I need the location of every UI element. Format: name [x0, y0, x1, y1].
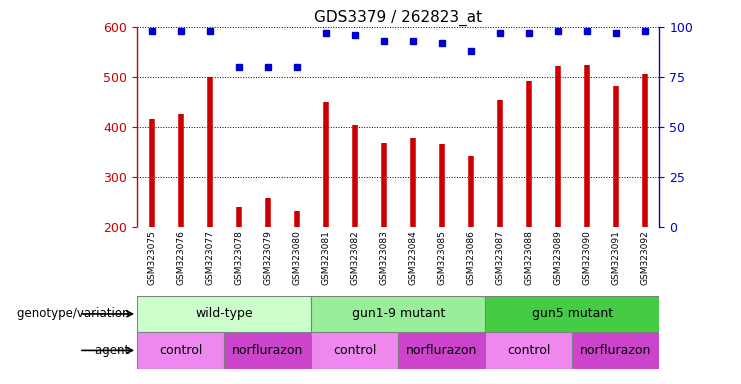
- Text: GSM323081: GSM323081: [322, 230, 330, 285]
- Text: GSM323086: GSM323086: [466, 230, 475, 285]
- Bar: [399, 332, 485, 369]
- Bar: [137, 296, 311, 332]
- Bar: [485, 296, 659, 332]
- Text: GSM323087: GSM323087: [496, 230, 505, 285]
- Bar: [573, 332, 659, 369]
- Text: control: control: [507, 344, 551, 357]
- Text: norflurazon: norflurazon: [232, 344, 303, 357]
- Title: GDS3379 / 262823_at: GDS3379 / 262823_at: [314, 9, 482, 25]
- Text: control: control: [333, 344, 376, 357]
- Text: wild-type: wild-type: [196, 308, 253, 320]
- Text: GSM323083: GSM323083: [379, 230, 388, 285]
- Text: GSM323090: GSM323090: [582, 230, 591, 285]
- Text: GSM323092: GSM323092: [640, 230, 649, 285]
- Text: agent: agent: [96, 344, 133, 357]
- Text: norflurazon: norflurazon: [580, 344, 651, 357]
- Text: GSM323082: GSM323082: [350, 230, 359, 285]
- Text: norflurazon: norflurazon: [406, 344, 477, 357]
- Text: control: control: [159, 344, 202, 357]
- Text: GSM323085: GSM323085: [437, 230, 446, 285]
- Text: GSM323078: GSM323078: [234, 230, 243, 285]
- Text: GSM323089: GSM323089: [554, 230, 562, 285]
- Text: GSM323076: GSM323076: [176, 230, 185, 285]
- Text: GSM323079: GSM323079: [263, 230, 272, 285]
- Bar: [485, 332, 573, 369]
- Text: GSM323084: GSM323084: [408, 230, 417, 285]
- Bar: [137, 332, 225, 369]
- Text: GSM323088: GSM323088: [525, 230, 534, 285]
- Text: GSM323075: GSM323075: [147, 230, 156, 285]
- Bar: [311, 332, 399, 369]
- Text: gun1-9 mutant: gun1-9 mutant: [351, 308, 445, 320]
- Text: genotype/variation: genotype/variation: [17, 308, 133, 320]
- Text: GSM323080: GSM323080: [292, 230, 301, 285]
- Text: gun5 mutant: gun5 mutant: [532, 308, 613, 320]
- Bar: [224, 332, 311, 369]
- Bar: [311, 296, 485, 332]
- Text: GSM323077: GSM323077: [205, 230, 214, 285]
- Text: GSM323091: GSM323091: [611, 230, 620, 285]
